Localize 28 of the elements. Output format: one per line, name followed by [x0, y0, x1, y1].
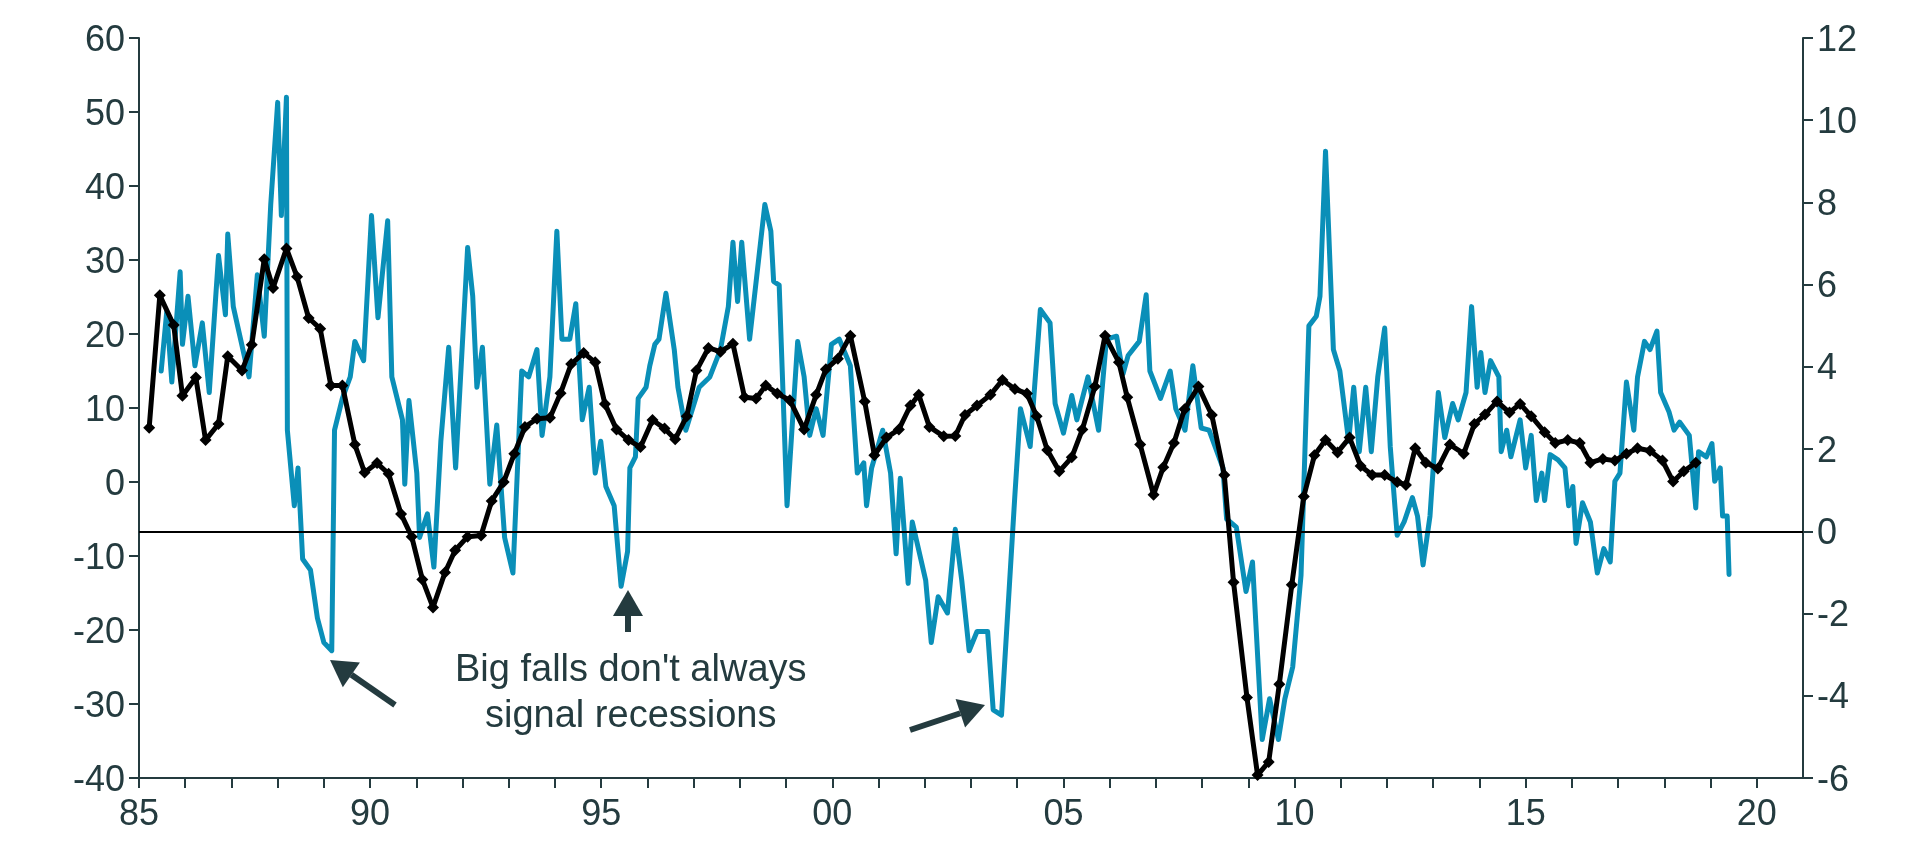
y2-tick-label: 10	[1817, 99, 1858, 141]
y-tick-label: 30	[84, 239, 125, 281]
y2-tick-label: 0	[1817, 510, 1838, 552]
x-tick-label: 15	[1505, 791, 1546, 833]
x-tick-label: 20	[1736, 791, 1777, 833]
annotation: Big falls don't always signal recessions	[455, 647, 807, 735]
y-tick-label: -20	[72, 609, 125, 651]
y-tick-label: -30	[72, 683, 125, 725]
y-tick-label: 40	[84, 165, 125, 207]
y-tick-label: -10	[72, 535, 125, 577]
y2-tick-label: -4	[1817, 675, 1850, 717]
y2-tick-label: -2	[1817, 593, 1850, 635]
y2-tick-label: 6	[1817, 264, 1838, 306]
x-tick-label: 95	[581, 791, 622, 833]
y-tick-label: 60	[84, 17, 125, 59]
y-tick-label: 10	[84, 387, 125, 429]
y2-tick-label: 8	[1817, 181, 1838, 223]
y2-tick-label: -6	[1817, 757, 1850, 799]
y-tick-label: 0	[104, 461, 125, 503]
x-tick-label: 00	[812, 791, 853, 833]
y2-tick-label: 12	[1817, 17, 1858, 59]
y2-tick-label: 2	[1817, 428, 1838, 470]
y-tick-label: 20	[84, 313, 125, 355]
x-tick-label: 90	[350, 791, 391, 833]
y-tick-label: 50	[84, 91, 125, 133]
x-tick-label: 05	[1043, 791, 1084, 833]
x-tick-label: 10	[1274, 791, 1315, 833]
y2-tick-label: 4	[1817, 346, 1838, 388]
